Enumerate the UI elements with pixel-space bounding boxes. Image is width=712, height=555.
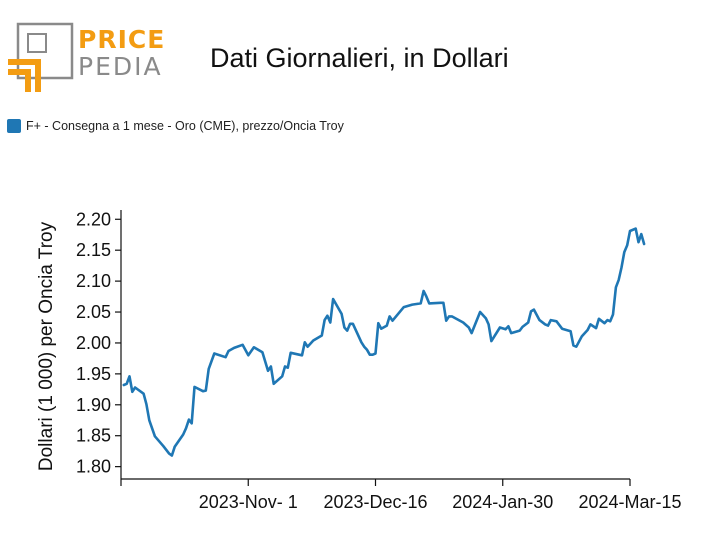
chart-title: Dati Giornalieri, in Dollari [210,43,509,73]
logo-word-price: PRICE [78,25,166,54]
y-tick-label: 1.90 [76,395,111,415]
series-line [122,227,646,457]
pricepedia-logo-mark-icon [8,22,74,92]
x-tick-label: 2024-Jan-30 [452,492,553,512]
x-tick-label: 2023-Nov- 1 [199,492,298,512]
pricepedia-logo: PRICE PEDIA [8,22,164,92]
legend-swatch [7,119,21,133]
x-tick-label: 2023-Dec-16 [323,492,427,512]
y-tick-label: 2.15 [76,240,111,260]
logo-word-pedia: PEDIA [78,52,163,81]
y-tick-label: 2.00 [76,333,111,353]
x-tick-label: 2024-Mar-15 [578,492,681,512]
y-tick-label: 2.20 [76,209,111,229]
y-tick-label: 2.10 [76,271,111,291]
y-tick-label: 1.85 [76,426,111,446]
chart-legend[interactable]: F+ - Consegna a 1 mese - Oro (CME), prez… [7,118,344,134]
y-axis-label: Dollari (1 000) per Oncia Troy [36,221,57,471]
legend-label: F+ - Consegna a 1 mese - Oro (CME), prez… [26,119,344,133]
y-tick-label: 1.95 [76,364,111,384]
y-tick-label: 2.05 [76,302,111,322]
y-tick-label: 1.80 [76,457,111,477]
